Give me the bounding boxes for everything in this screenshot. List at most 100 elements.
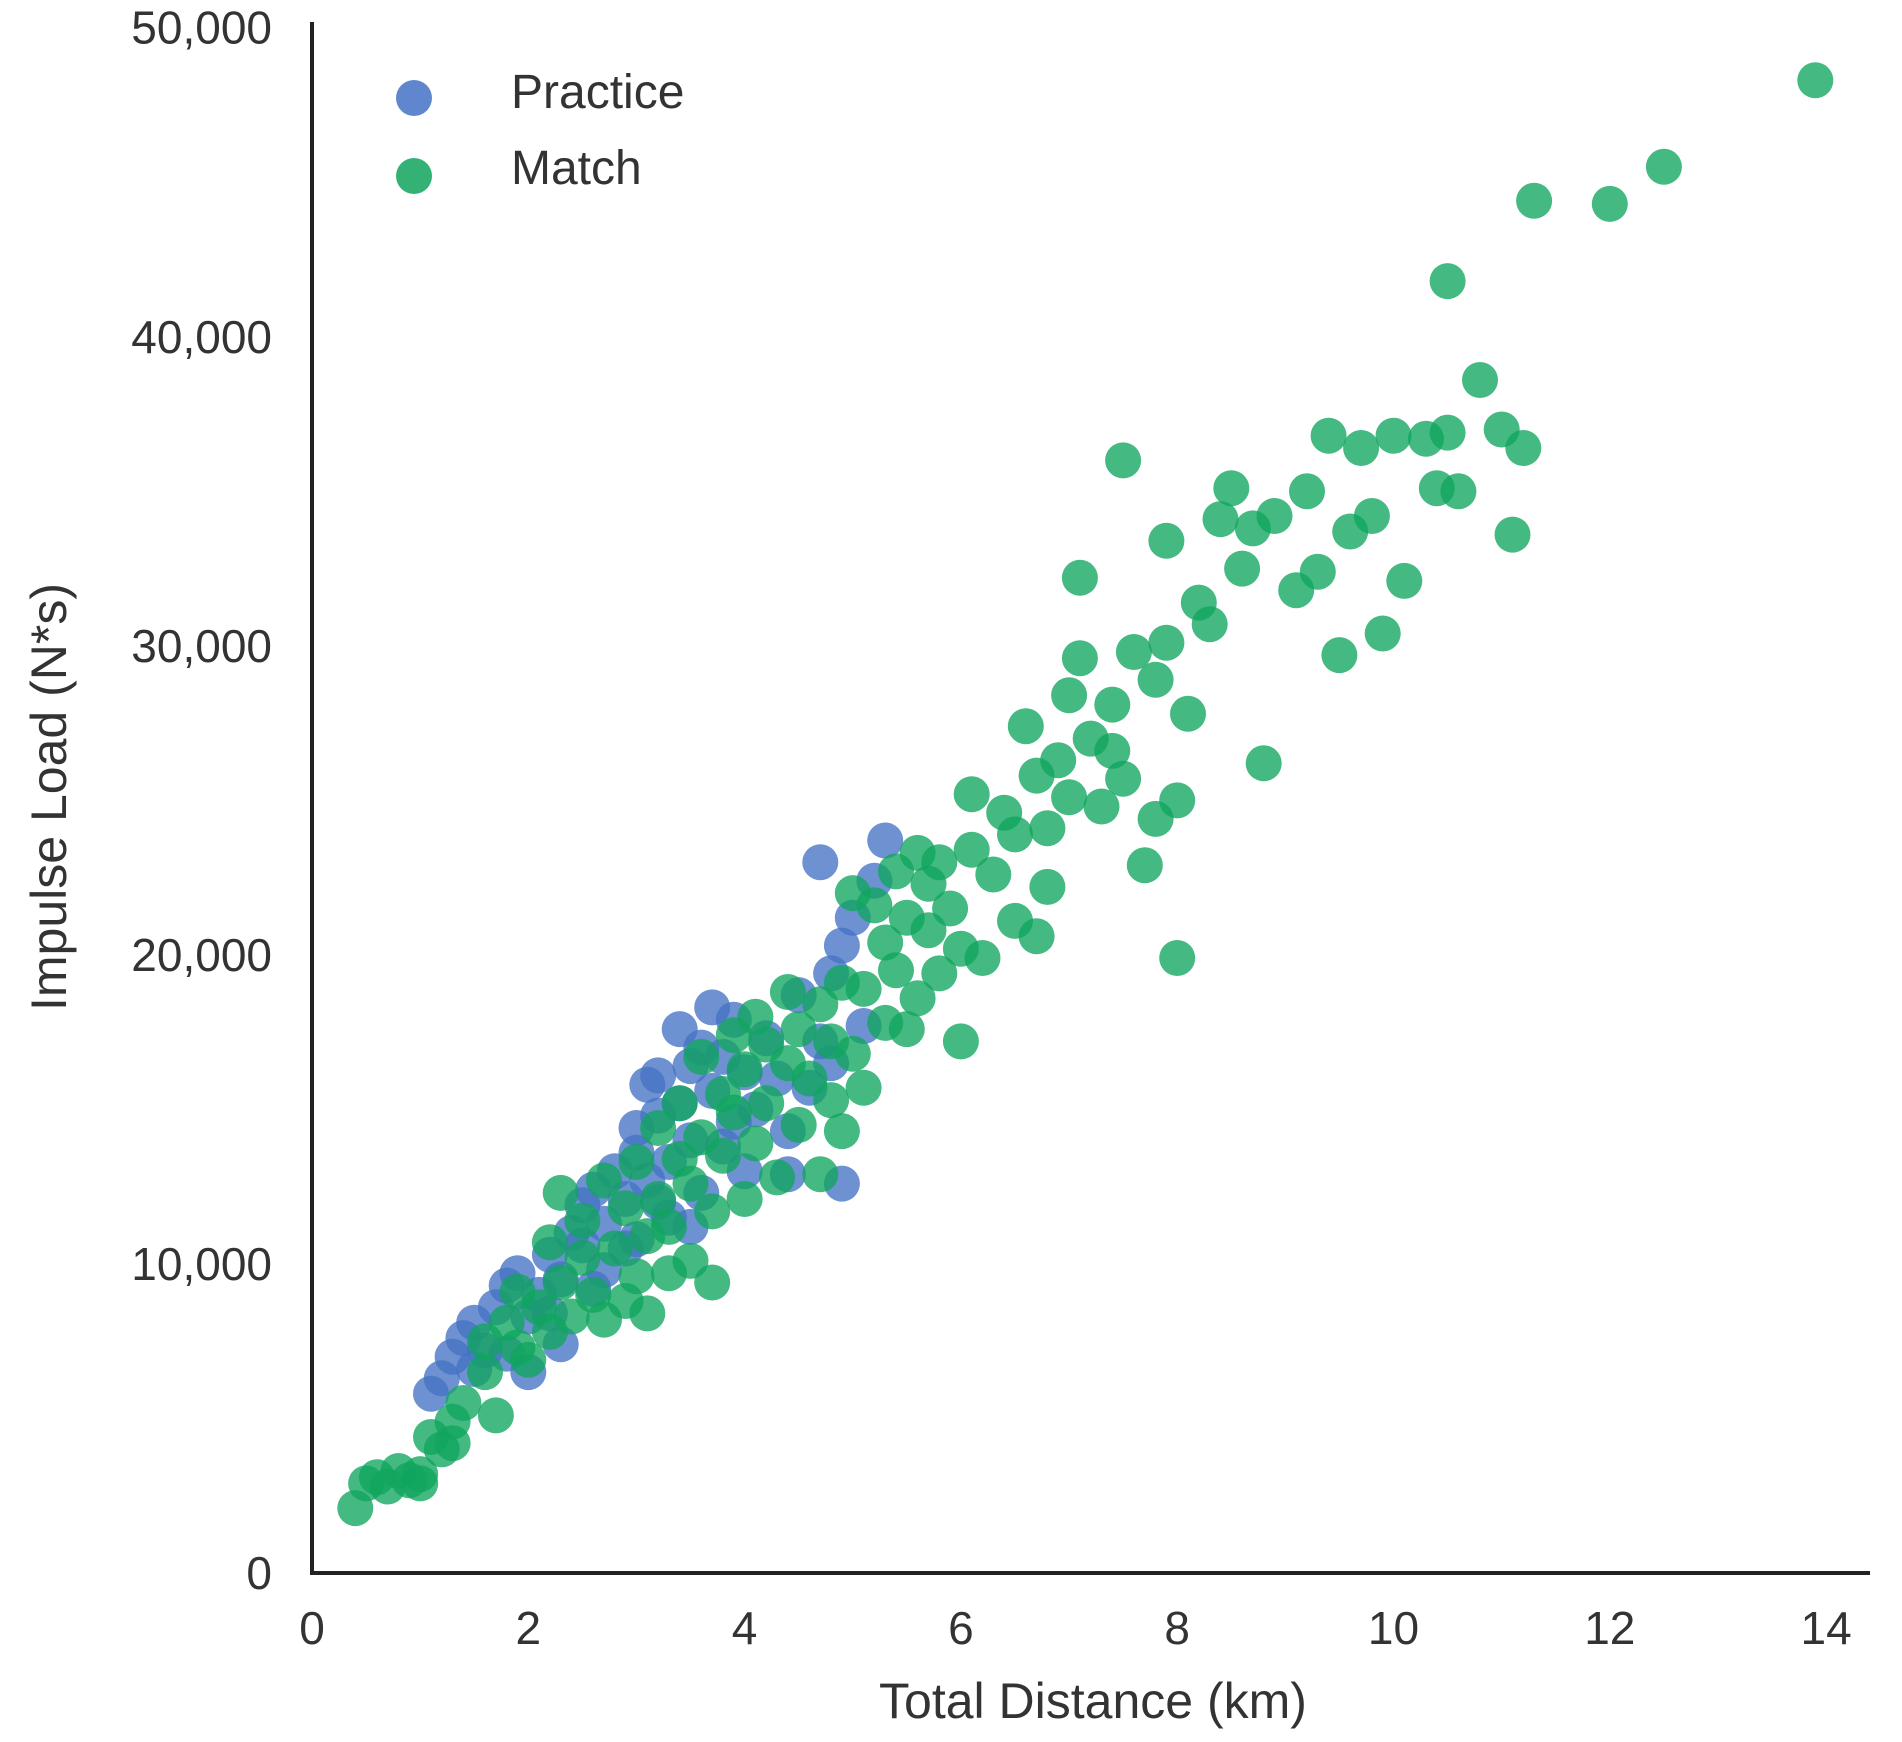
point-match-133 [1289, 473, 1325, 510]
point-match-12 [445, 1385, 482, 1421]
point-match-58 [748, 1085, 785, 1122]
point-match-147 [1440, 473, 1477, 510]
point-match-15 [477, 1397, 514, 1434]
point-match-130 [1245, 745, 1282, 782]
point-match-121 [1159, 782, 1196, 819]
point-match-60 [759, 1159, 795, 1196]
point-match-92 [953, 776, 990, 813]
point-match-75 [845, 1069, 882, 1106]
y-tick-label-10000: 10,000 [131, 1238, 272, 1290]
point-match-62 [769, 974, 806, 1010]
point-match-102 [1029, 810, 1066, 847]
point-match-38 [640, 1181, 677, 1217]
y-tick-labels: 0 10,000 20,000 30,000 40,000 50,000 [131, 2, 272, 1599]
point-match-118 [1137, 661, 1174, 698]
point-match-48 [694, 1193, 731, 1230]
point-match-142 [1386, 562, 1423, 599]
point-match-94 [964, 940, 1001, 976]
point-match-97 [997, 816, 1033, 853]
point-match-88 [921, 844, 958, 881]
point-match-53 [715, 1094, 752, 1131]
point-match-112 [1094, 732, 1131, 769]
point-match-140 [1364, 615, 1401, 652]
point-match-76 [856, 887, 893, 924]
point-match-35 [618, 1144, 655, 1180]
legend-label-practice: Practice [511, 66, 684, 119]
point-match-151 [1505, 430, 1542, 466]
point-match-26 [564, 1239, 601, 1276]
x-tick-label-2: 2 [516, 1602, 542, 1654]
point-match-40 [650, 1208, 687, 1245]
y-tick-label-30000: 30,000 [131, 620, 272, 672]
point-match-120 [1148, 624, 1185, 661]
point-match-101 [1018, 918, 1055, 955]
point-match-22 [531, 1224, 568, 1261]
legend-marker-match [396, 158, 432, 194]
point-match-19 [510, 1341, 547, 1378]
point-match-123 [1170, 695, 1206, 732]
point-match-23 [542, 1264, 579, 1301]
legend-marker-practice [396, 80, 432, 116]
point-match-116 [1126, 847, 1163, 884]
point-match-31 [596, 1230, 633, 1267]
legend-label-match: Match [511, 142, 642, 195]
point-match-87 [921, 955, 958, 992]
point-match-32 [607, 1190, 644, 1227]
point-match-141 [1375, 417, 1412, 454]
point-match-74 [845, 970, 882, 1007]
point-match-105 [1051, 677, 1088, 714]
point-match-152 [1516, 182, 1553, 219]
point-match-56 [737, 998, 774, 1035]
point-match-122 [1159, 940, 1196, 976]
point-match-93 [953, 831, 990, 868]
point-match-67 [802, 1156, 839, 1193]
point-match-111 [1094, 686, 1131, 723]
axes [310, 22, 1870, 1575]
point-match-150 [1494, 516, 1531, 553]
point-match-80 [878, 952, 914, 989]
point-practice-52 [802, 844, 839, 881]
points-layer [337, 62, 1834, 1527]
point-match-135 [1310, 417, 1347, 454]
point-match-131 [1256, 498, 1293, 534]
x-tick-label-4: 4 [732, 1602, 758, 1654]
point-practice-29 [640, 1057, 677, 1094]
point-match-155 [1797, 62, 1834, 99]
point-match-27 [564, 1202, 601, 1239]
point-match-89 [932, 890, 969, 927]
x-tick-label-14: 14 [1801, 1602, 1852, 1654]
point-match-68 [813, 1082, 850, 1119]
point-match-34 [618, 1258, 655, 1295]
point-match-145 [1429, 414, 1466, 451]
point-match-110 [1083, 788, 1120, 825]
point-match-54 [726, 1181, 763, 1217]
point-match-90 [942, 1023, 979, 1060]
point-match-119 [1148, 522, 1185, 559]
point-match-7 [402, 1465, 439, 1502]
point-practice-61 [867, 822, 904, 859]
x-tick-label-10: 10 [1368, 1602, 1419, 1654]
point-match-63 [780, 1106, 817, 1143]
y-tick-label-50000: 50,000 [131, 2, 272, 54]
point-match-47 [683, 1038, 720, 1075]
y-axis-title: Impulse Load (N*s) [21, 583, 77, 1011]
point-match-64 [780, 1011, 817, 1048]
point-match-82 [888, 1011, 925, 1048]
point-match-128 [1224, 550, 1261, 587]
y-tick-label-40000: 40,000 [131, 311, 272, 363]
point-match-113 [1105, 442, 1142, 479]
point-match-37 [629, 1295, 666, 1332]
point-match-103 [1029, 868, 1066, 905]
point-match-29 [586, 1162, 622, 1199]
y-tick-label-20000: 20,000 [131, 929, 272, 981]
point-match-104 [1040, 742, 1077, 779]
point-match-51 [705, 1137, 741, 1174]
x-tick-label-0: 0 [299, 1602, 325, 1654]
point-match-148 [1462, 362, 1498, 398]
point-match-57 [737, 1125, 774, 1162]
point-match-49 [694, 1264, 731, 1301]
point-match-153 [1591, 185, 1628, 222]
point-match-24 [542, 1174, 579, 1211]
point-match-72 [834, 1035, 871, 1072]
